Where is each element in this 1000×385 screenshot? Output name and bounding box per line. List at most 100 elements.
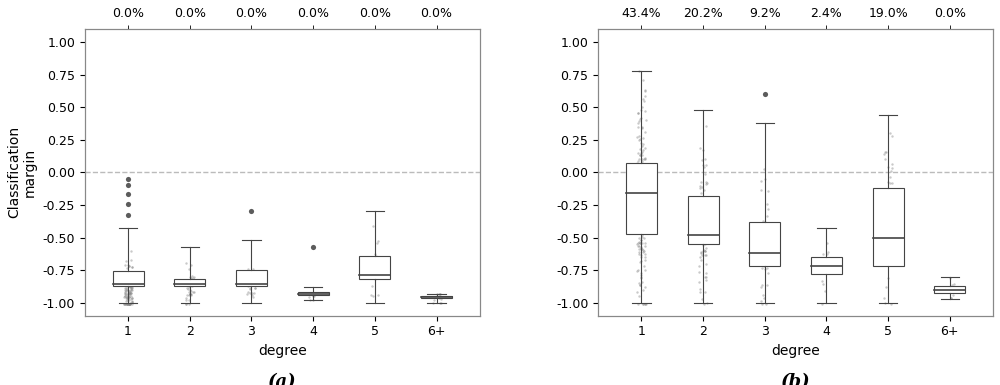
X-axis label: degree: degree [771,344,820,358]
Point [124,283,140,290]
Point [119,301,135,307]
Point [693,249,709,255]
Point [631,189,647,195]
Point [370,238,386,244]
Point [698,203,714,209]
Point [694,184,710,190]
Bar [359,256,390,279]
Point [693,179,709,185]
Point [878,284,894,290]
Point [629,161,645,167]
Point [431,295,447,301]
Point [883,198,899,204]
Point [636,97,652,104]
Point [632,220,648,226]
Point [884,133,900,139]
Point [182,291,198,298]
Point [432,300,448,306]
Point [120,191,136,198]
Point [754,237,770,243]
Point [634,177,650,184]
Point [120,280,136,286]
Point [123,286,139,292]
Point [753,231,769,237]
Point [636,191,652,198]
Point [691,279,707,285]
Point [634,193,650,199]
Point [698,238,714,244]
Point [631,217,647,223]
Point [696,231,712,237]
Point [696,247,712,253]
Bar [298,291,329,296]
Point [946,286,962,293]
Point [634,229,650,236]
Point [698,274,714,280]
Point [182,291,198,297]
Point [635,225,651,231]
Point [247,285,263,291]
Point [243,279,259,285]
Point [634,143,650,149]
Point [122,301,138,307]
Point [634,104,650,110]
Point [632,240,648,246]
Point [630,166,646,172]
Point [636,263,652,270]
Point [242,290,258,296]
Point [631,162,647,169]
Point [634,218,650,224]
Point [698,251,714,258]
Point [240,268,256,275]
Point [117,285,133,291]
Point [944,282,960,288]
Point [754,238,770,244]
Point [118,287,134,293]
Point [633,178,649,184]
Point [243,208,259,214]
Point [185,275,201,281]
Point [630,210,646,216]
Point [119,281,135,288]
Point [119,295,135,301]
Point [178,260,194,266]
Point [246,273,262,279]
Point [877,219,893,225]
Point [635,301,651,307]
Point [633,245,649,251]
Point [634,279,650,285]
Point [178,279,194,285]
Point [635,77,651,83]
Point [117,291,133,298]
Point [881,205,897,211]
Point [880,164,896,170]
Point [633,275,649,281]
Point [634,182,650,189]
Point [636,162,652,168]
Point [365,257,381,263]
Point [116,301,132,307]
Point [696,226,712,233]
Point [123,275,139,281]
Point [945,292,961,298]
Point [636,217,652,223]
Point [699,231,715,238]
Point [878,250,894,256]
Point [879,225,895,231]
Point [184,283,200,289]
Point [371,261,387,268]
Point [630,124,646,130]
Point [121,301,137,307]
Point [884,210,900,216]
Point [367,276,383,282]
Point [814,278,830,285]
Point [637,254,653,260]
Point [124,281,140,287]
Point [432,290,448,296]
Point [632,203,648,209]
Point [877,156,893,162]
Point [877,249,893,255]
Point [637,179,653,185]
Point [761,221,777,228]
Point [756,263,772,270]
